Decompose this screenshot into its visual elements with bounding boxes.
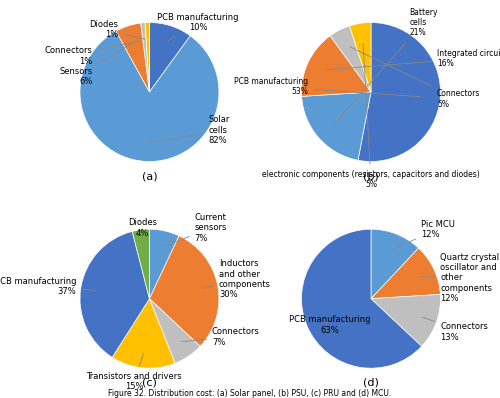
Text: PCB manufacturing
37%: PCB manufacturing 37% (0, 277, 95, 296)
Text: Sensors
6%: Sensors 6% (59, 44, 131, 86)
Text: PCB manufacturing
63%: PCB manufacturing 63% (288, 316, 370, 335)
Wedge shape (350, 23, 371, 92)
Text: PCB manufacturing
10%: PCB manufacturing 10% (158, 13, 239, 41)
Wedge shape (150, 23, 190, 92)
Title: (c): (c) (142, 378, 157, 388)
Text: electronic components (resistors, capacitors and diodes)
5%: electronic components (resistors, capaci… (262, 43, 480, 189)
Wedge shape (302, 92, 371, 160)
Text: Connectors
1%: Connectors 1% (44, 41, 142, 66)
Wedge shape (371, 295, 440, 346)
Wedge shape (302, 229, 422, 368)
Title: (b): (b) (363, 171, 379, 181)
Text: Connectors
7%: Connectors 7% (182, 327, 260, 347)
Text: Current
sensors
7%: Current sensors 7% (164, 213, 227, 247)
Wedge shape (302, 36, 371, 96)
Text: Solar
cells
82%: Solar cells 82% (149, 115, 230, 145)
Wedge shape (132, 229, 150, 299)
Wedge shape (330, 26, 371, 92)
Text: Battery
cells
21%: Battery cells 21% (334, 8, 438, 125)
Wedge shape (140, 23, 149, 92)
Wedge shape (80, 31, 219, 162)
Text: Transistors and drivers
15%: Transistors and drivers 15% (86, 353, 182, 391)
Text: PCB manufacturing
53%: PCB manufacturing 53% (234, 77, 420, 97)
Title: (d): (d) (363, 378, 379, 388)
Wedge shape (80, 231, 150, 357)
Wedge shape (150, 299, 200, 363)
Wedge shape (116, 23, 150, 92)
Wedge shape (112, 299, 175, 368)
Text: Integrated circuit
16%: Integrated circuit 16% (326, 49, 500, 70)
Wedge shape (358, 23, 440, 162)
Wedge shape (371, 229, 418, 299)
Text: Pic MCU
12%: Pic MCU 12% (392, 220, 455, 249)
Text: Quartz crystal
oscillator and
other
components
12%: Quartz crystal oscillator and other comp… (421, 253, 500, 303)
Text: Inductors
and other
components
30%: Inductors and other components 30% (204, 259, 271, 299)
Text: Figure 32. Distribution cost: (a) Solar panel, (b) PSU, (c) PRU and (d) MCU.: Figure 32. Distribution cost: (a) Solar … (108, 389, 392, 398)
Text: Diodes
1%: Diodes 1% (89, 20, 145, 39)
Title: (a): (a) (142, 171, 158, 181)
Text: Connectors
13%: Connectors 13% (422, 317, 488, 342)
Text: Connectors
5%: Connectors 5% (350, 47, 480, 109)
Wedge shape (150, 236, 219, 346)
Text: Diodes
4%: Diodes 4% (128, 218, 157, 244)
Wedge shape (371, 248, 440, 299)
Wedge shape (145, 23, 150, 92)
Wedge shape (150, 229, 179, 299)
